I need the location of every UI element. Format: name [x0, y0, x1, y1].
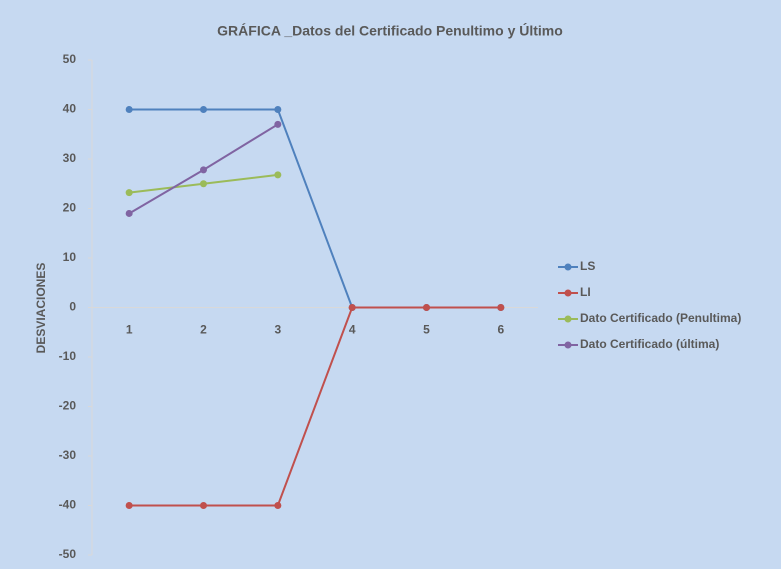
- x-tick-label: 2: [200, 323, 207, 337]
- legend-label: Dato Certificado (última): [580, 337, 719, 351]
- x-tick-label: 4: [349, 323, 356, 337]
- data-point: [274, 502, 282, 509]
- series-line: [129, 306, 501, 507]
- chart-title: GRÁFICA _Datos del Certificado Penultimo…: [217, 22, 563, 39]
- y-tick-label: -30: [59, 448, 77, 462]
- y-tick-label: 10: [63, 250, 77, 264]
- data-point: [125, 106, 133, 113]
- x-tick-label: 1: [126, 323, 133, 337]
- legend-label: LS: [580, 259, 595, 273]
- data-point: [348, 304, 356, 311]
- x-tick-label: 3: [274, 323, 281, 337]
- y-tick-label: -50: [59, 547, 77, 561]
- y-tick-label: 0: [69, 300, 76, 314]
- y-tick-label: -20: [59, 399, 77, 413]
- legend-marker: [564, 289, 572, 297]
- data-point: [274, 120, 282, 128]
- y-tick-label: 30: [63, 151, 77, 165]
- x-tick-label: 5: [423, 323, 430, 337]
- x-tick-label: 6: [497, 323, 504, 337]
- data-point: [125, 189, 133, 197]
- y-tick-label: 40: [63, 102, 77, 116]
- legend-label: Dato Certificado (Penultima): [580, 311, 741, 325]
- data-point: [200, 180, 207, 188]
- data-point: [274, 171, 282, 179]
- data-point: [200, 106, 207, 113]
- legend-marker: [564, 263, 572, 271]
- legend-marker: [564, 341, 572, 349]
- y-tick-label: 50: [63, 52, 77, 66]
- y-tick-label: -40: [59, 498, 77, 512]
- y-tick-label: -10: [59, 349, 77, 363]
- legend-marker: [564, 315, 572, 323]
- data-point: [200, 166, 207, 174]
- data-point: [200, 502, 207, 509]
- data-point: [274, 106, 282, 113]
- legend-label: LI: [580, 285, 591, 299]
- y-axis-label: DESVIACIONES: [34, 263, 48, 354]
- data-point: [497, 304, 505, 311]
- y-tick-label: 20: [63, 201, 77, 215]
- data-point: [423, 304, 430, 311]
- data-point: [125, 209, 133, 217]
- data-point: [125, 502, 133, 509]
